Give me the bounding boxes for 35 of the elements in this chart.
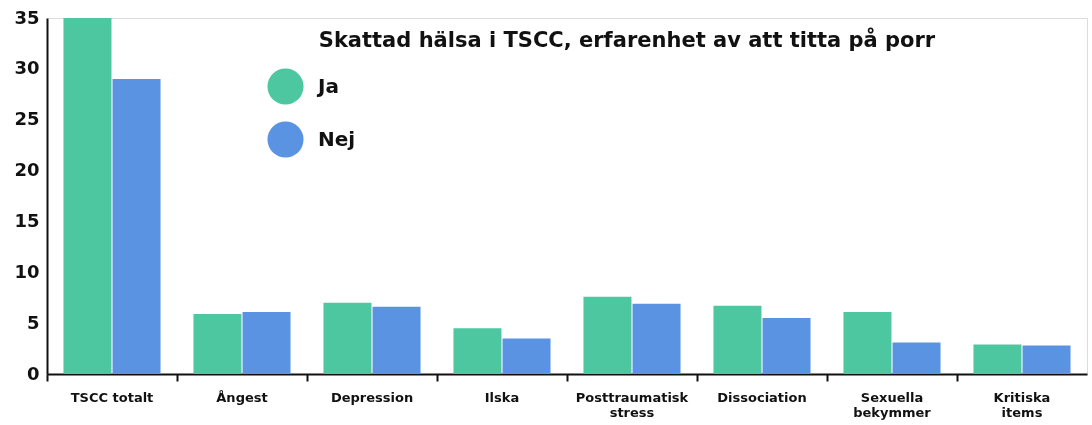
- text: Skattad hälsa i TSCC, erfarenhet av att titta på porr: [318, 27, 936, 52]
- y-tick-label: 10: [14, 260, 40, 282]
- y-tick-label: 20: [14, 159, 40, 181]
- legend-label: Ja: [316, 73, 339, 98]
- bar: [372, 306, 421, 374]
- bar: [453, 328, 502, 374]
- y-tick-label: 15: [14, 209, 40, 231]
- bar: [193, 313, 242, 374]
- x-tick-label: Ångest: [216, 389, 268, 405]
- x-tick-label: Depression: [330, 389, 414, 405]
- x-tick-label: Posttraumatisk stress: [575, 389, 689, 420]
- bar: [323, 302, 372, 374]
- y-tick-label: 35: [14, 6, 40, 28]
- bar: [892, 342, 941, 374]
- bar: [762, 318, 811, 374]
- bar: [843, 311, 892, 374]
- bar: [973, 344, 1022, 374]
- y-tick-label: 30: [14, 57, 40, 79]
- bar: [1022, 345, 1071, 374]
- x-tick-label: Dissociation: [717, 389, 807, 405]
- y-tick-label: 0: [26, 362, 40, 384]
- x-tick-label: TSCC totalt: [70, 389, 154, 405]
- x-tick-label: Sexuella bekymmer: [853, 389, 932, 420]
- bar: [112, 79, 161, 374]
- y-tick-label: 5: [26, 311, 40, 333]
- bar: [583, 296, 632, 374]
- bar: [502, 338, 551, 374]
- x-tick-label: Ilska: [484, 389, 520, 405]
- bar: [63, 18, 112, 374]
- x-tick-label: Kritiska items: [993, 389, 1051, 420]
- bar: [632, 303, 681, 374]
- bar: [713, 305, 762, 374]
- bar: [242, 311, 291, 374]
- legend-label: Nej: [318, 126, 356, 151]
- y-tick-label: 25: [14, 108, 40, 130]
